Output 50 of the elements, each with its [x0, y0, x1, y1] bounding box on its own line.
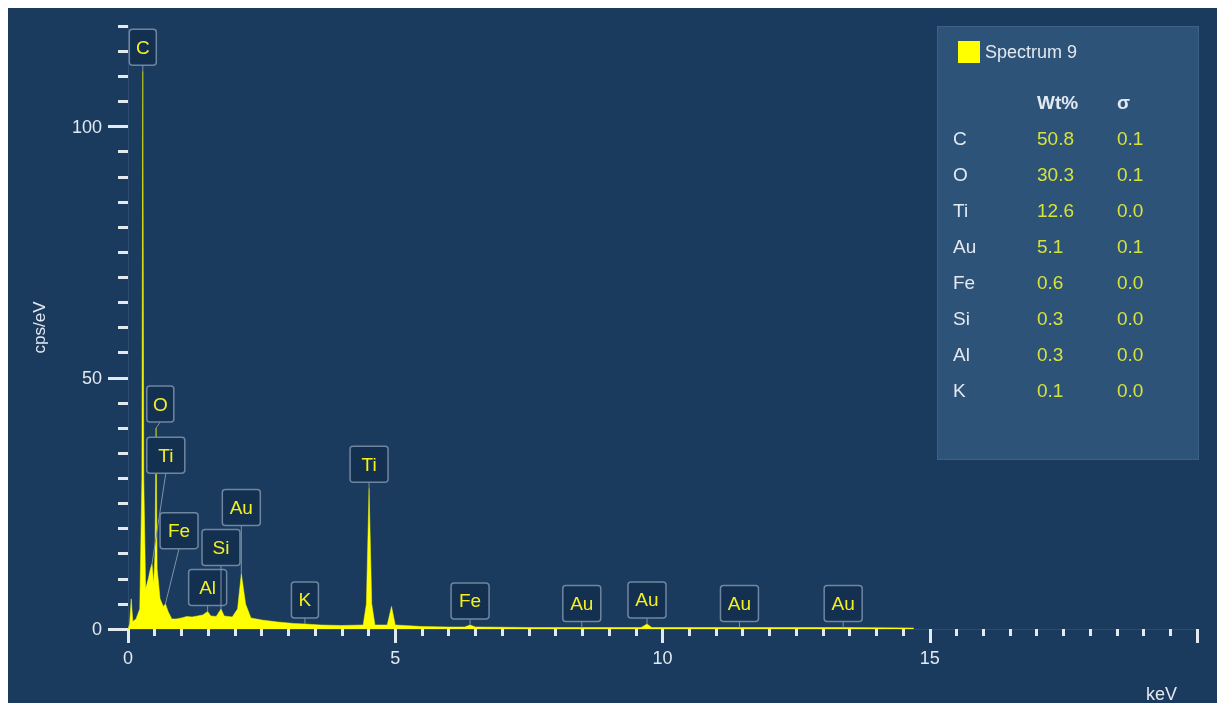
- annotation: Al: [953, 343, 970, 365]
- annotation: 0.1: [1117, 163, 1144, 185]
- annotation: 0.0: [1117, 343, 1144, 365]
- annotation: Au: [831, 592, 855, 614]
- annotation: 0.0: [1117, 379, 1144, 401]
- annotation: Fe: [458, 590, 482, 612]
- annotation: Au: [229, 496, 253, 518]
- annotation: 0.3: [1037, 307, 1064, 329]
- annotation: C: [953, 127, 967, 149]
- annotation: 30.3: [1037, 163, 1074, 185]
- annotation: 0.0: [1117, 199, 1144, 221]
- y-axis-title: cps/eV: [30, 300, 49, 354]
- annotation: 0.1: [1117, 235, 1144, 257]
- y-tick-label: 50: [81, 367, 102, 388]
- annotation: Au: [953, 235, 977, 257]
- y-tick-label: 100: [71, 116, 102, 137]
- annotation: K: [298, 589, 312, 611]
- annotation: Au: [635, 589, 659, 611]
- annotation: C: [135, 36, 150, 58]
- x-axis-title: keV: [1145, 684, 1177, 704]
- annotation: 0.0: [1117, 271, 1144, 293]
- annotation: Si: [953, 307, 970, 329]
- annotation: Fe: [953, 271, 976, 293]
- annotation: 0.0: [1117, 307, 1144, 329]
- annotation: 50.8: [1037, 127, 1074, 149]
- y-tick-label: 0: [91, 619, 102, 639]
- annotation: Al: [199, 576, 217, 598]
- annotation: 5.1: [1037, 235, 1064, 257]
- annotation: Wt%: [1037, 91, 1079, 113]
- x-tick-label: 10: [652, 648, 673, 668]
- x-tick-label: 5: [390, 648, 401, 668]
- x-tick-label: 15: [919, 648, 940, 668]
- x-tick-label: 0: [122, 648, 134, 668]
- annotation: Au: [727, 592, 752, 614]
- annotation: Ti: [953, 199, 969, 221]
- annotation: O: [152, 393, 168, 415]
- annotation: Ti: [361, 453, 377, 475]
- annotation: 0.1: [1117, 127, 1144, 149]
- annotation: Fe: [167, 520, 191, 542]
- annotation: Au: [570, 592, 594, 614]
- annotation: Ti: [158, 444, 174, 466]
- annotation: Si: [212, 536, 230, 558]
- annotation: σ: [1117, 91, 1130, 113]
- legend-label: Spectrum 9: [985, 42, 1078, 62]
- annotation: 0.6: [1037, 271, 1064, 293]
- annotation: O: [953, 163, 968, 185]
- annotation: 0.3: [1037, 343, 1064, 365]
- annotation: 12.6: [1037, 199, 1074, 221]
- annotation: K: [953, 379, 966, 401]
- annotation: 0.1: [1037, 379, 1064, 401]
